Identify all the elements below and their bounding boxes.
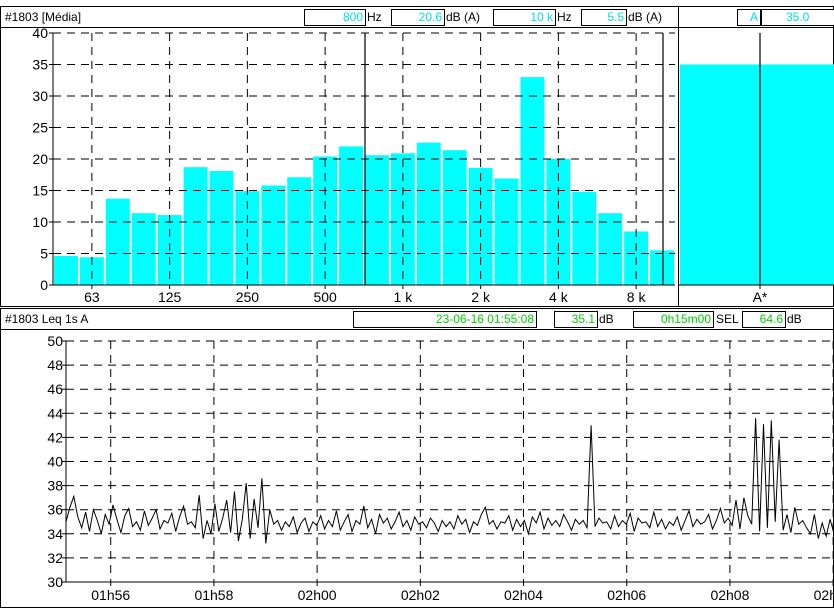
spectrum-bar bbox=[365, 155, 389, 285]
sel-value-field[interactable]: 64.6 bbox=[742, 311, 786, 328]
spectrum-header: #1803 [Média] 800 Hz 20.6 dB (A) 10 k Hz… bbox=[0, 6, 679, 28]
spectrum-x-tick-label: 8 k bbox=[627, 289, 647, 305]
frequency2-unit: Hz bbox=[557, 10, 572, 24]
time-level-field[interactable]: 35.1 bbox=[554, 311, 598, 328]
time-y-tick-label: 50 bbox=[47, 333, 63, 349]
spectrum-bar bbox=[339, 146, 363, 285]
global-chart: A* bbox=[678, 33, 834, 305]
spectrum-bar bbox=[287, 177, 312, 285]
spectrum-bar bbox=[209, 170, 234, 285]
spectrum-bar bbox=[572, 191, 597, 285]
time-x-tick-label: 01h58 bbox=[194, 587, 233, 603]
spectrum-bar bbox=[442, 150, 467, 285]
frequency-unit: Hz bbox=[367, 10, 382, 24]
time-y-tick-label: 30 bbox=[47, 574, 63, 590]
sel-label: SEL bbox=[716, 312, 739, 326]
spectrum-bar bbox=[520, 77, 545, 285]
time-y-tick-label: 32 bbox=[47, 550, 63, 566]
time-x-tick-label: 02h10 bbox=[814, 587, 834, 603]
sel-unit: dB bbox=[787, 312, 802, 326]
spectrum-title: #1803 [Média] bbox=[5, 10, 82, 24]
time-y-tick-label: 42 bbox=[47, 429, 63, 445]
spectrum-x-tick-label: 63 bbox=[84, 289, 100, 305]
time-y-tick-label: 40 bbox=[47, 454, 63, 470]
spectrum-bar bbox=[261, 185, 286, 285]
spectrum-chart: 0 5 10 15 20 25 30 35 40 63 125 250 500 1 k 2 k 4 k 8 k bbox=[32, 27, 675, 305]
spectrum-x-tick-label: 250 bbox=[236, 289, 260, 305]
spectrum-x-tick-label: 4 k bbox=[549, 289, 569, 305]
datetime-field[interactable]: 23-06-16 01:55:08 bbox=[353, 311, 537, 328]
global-header: A 35.0 bbox=[678, 6, 834, 28]
global-bar bbox=[680, 64, 834, 285]
spectrum-y-tick-label: 15 bbox=[32, 183, 48, 199]
time-y-tick-label: 46 bbox=[47, 381, 63, 397]
spectrum-bar bbox=[235, 191, 260, 285]
level-unit: dB (A) bbox=[446, 10, 481, 24]
spectrum-bar bbox=[183, 167, 208, 285]
time-x-tick-label: 02h06 bbox=[607, 587, 646, 603]
frequency-value-field[interactable]: 800 bbox=[304, 9, 366, 26]
time-x-tick-label: 02h08 bbox=[710, 587, 749, 603]
time-y-tick-label: 36 bbox=[47, 502, 63, 518]
top-strip bbox=[0, 0, 834, 4]
frequency2-value-field[interactable]: 10 k bbox=[493, 9, 556, 26]
spectrum-bar bbox=[650, 250, 674, 285]
time-y-tick-label: 38 bbox=[47, 478, 63, 494]
time-title: #1803 Leq 1s A bbox=[5, 312, 89, 326]
global-x-tick-label: A* bbox=[753, 289, 768, 305]
time-chart: 30 32 34 36 38 40 42 44 46 48 50 01h56 01h58 02h00 02h… bbox=[47, 333, 834, 603]
time-panel bbox=[0, 329, 834, 608]
time-x-tick-label: 01h56 bbox=[91, 587, 130, 603]
spectrum-bar bbox=[131, 213, 156, 285]
time-y-tick-label: 48 bbox=[47, 357, 63, 373]
spectrum-y-tick-label: 5 bbox=[40, 246, 48, 262]
spectrum-x-tick-label: 1 k bbox=[394, 289, 414, 305]
spectrum-y-tick-label: 20 bbox=[32, 151, 48, 167]
spectrum-bar bbox=[598, 213, 623, 285]
time-header: #1803 Leq 1s A 23-06-16 01:55:08 35.1 dB… bbox=[0, 308, 834, 330]
time-y-tick-label: 34 bbox=[47, 526, 63, 542]
spectrum-bar bbox=[416, 142, 441, 285]
global-level-field[interactable]: 35.0 bbox=[761, 9, 834, 26]
spectrum-bar bbox=[468, 167, 493, 285]
spectrum-bar bbox=[105, 198, 130, 285]
level2-unit: dB (A) bbox=[628, 10, 663, 24]
level2-value-field[interactable]: 5.5 bbox=[581, 9, 627, 26]
spectrum-x-tick-label: 2 k bbox=[471, 289, 491, 305]
spectrum-y-tick-label: 25 bbox=[32, 120, 48, 136]
spectrum-x-tick-label: 125 bbox=[158, 289, 182, 305]
time-x-tick-label: 02h02 bbox=[401, 587, 440, 603]
spectrum-y-tick-label: 30 bbox=[32, 88, 48, 104]
time-level-unit: dB bbox=[599, 312, 614, 326]
level-value-field[interactable]: 20.6 bbox=[391, 9, 445, 26]
spectrum-y-tick-label: 10 bbox=[32, 214, 48, 230]
spectrum-y-tick-label: 0 bbox=[40, 277, 48, 293]
time-x-tick-label: 02h00 bbox=[298, 587, 337, 603]
time-y-tick-label: 44 bbox=[47, 405, 63, 421]
time-series-line bbox=[65, 418, 834, 544]
weighting-field[interactable]: A bbox=[737, 9, 761, 26]
spectrum-y-tick-label: 35 bbox=[32, 57, 48, 73]
time-x-tick-label: 02h04 bbox=[504, 587, 543, 603]
spectrum-y-tick-label: 40 bbox=[32, 27, 48, 41]
spectrum-bar bbox=[54, 256, 78, 285]
spectrum-x-tick-label: 500 bbox=[313, 289, 337, 305]
spectrum-bar bbox=[494, 178, 519, 285]
duration-field[interactable]: 0h15m00 bbox=[633, 311, 714, 328]
